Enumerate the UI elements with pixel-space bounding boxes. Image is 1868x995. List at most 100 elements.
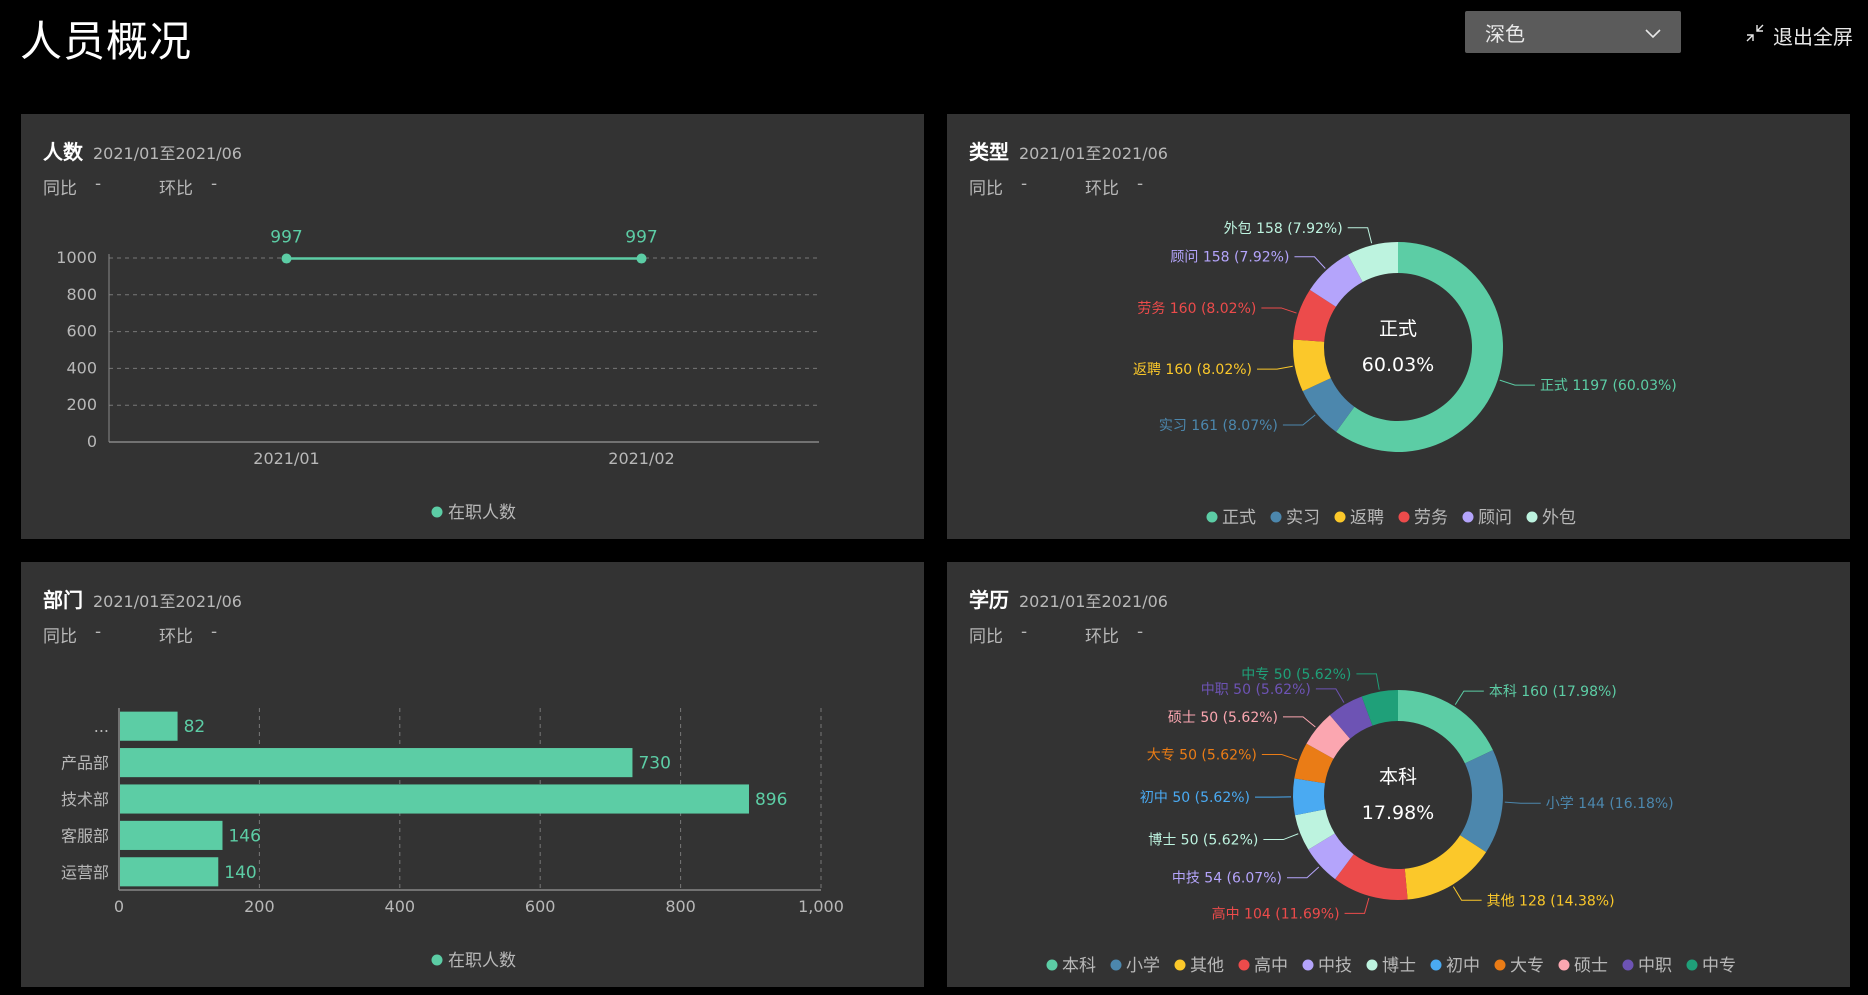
pie-slice[interactable] bbox=[1308, 833, 1354, 880]
donut-center-value: 60.03% bbox=[1362, 354, 1434, 376]
label-leader-line bbox=[1452, 886, 1482, 901]
legend-item[interactable]: 小学 bbox=[1110, 956, 1161, 976]
legend-item[interactable]: 高中 bbox=[1238, 956, 1289, 976]
pie-slice[interactable] bbox=[1294, 743, 1334, 784]
department-bar-chart: 0 200 400 600 800 1,000 140 运营部 146 客服部 896 技术部 730 产… bbox=[61, 708, 844, 971]
legend-dot bbox=[1302, 959, 1314, 971]
label-leader-line bbox=[1282, 414, 1316, 426]
label-leader-line bbox=[1261, 307, 1297, 314]
panel-title: 人数 bbox=[43, 140, 83, 164]
panel-date-range: 2021/01至2021/06 bbox=[1019, 592, 1168, 611]
department-panel: 部门 2021/01至2021/06 同比 - 环比 - 0 200 400 600 8… bbox=[21, 562, 924, 987]
bar[interactable] bbox=[120, 857, 219, 887]
legend-item[interactable]: 实习 bbox=[1270, 508, 1321, 528]
pie-slice[interactable] bbox=[1306, 715, 1350, 759]
slice-label: 本科 160 (17.98%) bbox=[1489, 684, 1617, 700]
panel-date-range: 2021/01至2021/06 bbox=[93, 144, 242, 163]
legend-item[interactable]: 返聘 bbox=[1334, 508, 1385, 528]
pie-slice[interactable] bbox=[1309, 254, 1363, 307]
bar-value-label: 896 bbox=[755, 790, 787, 810]
legend-label: 博士 bbox=[1382, 956, 1416, 976]
pie-slice[interactable] bbox=[1460, 750, 1503, 853]
legend-item[interactable]: 中技 bbox=[1302, 956, 1353, 976]
legend-dot bbox=[1366, 959, 1378, 971]
legend-label: 在职人数 bbox=[448, 503, 516, 523]
legend-dot bbox=[1174, 959, 1186, 971]
label-leader-line bbox=[1283, 716, 1316, 728]
theme-select[interactable]: 深色 bbox=[1465, 11, 1681, 53]
legend-item[interactable]: 劳务 bbox=[1398, 508, 1449, 528]
legend-label: 硕士 bbox=[1574, 956, 1608, 976]
legend-item[interactable]: 其他 bbox=[1174, 956, 1225, 976]
legend-label: 初中 bbox=[1446, 956, 1480, 976]
legend-dot bbox=[1238, 959, 1250, 971]
comparison-row: 同比 - 环比 - bbox=[969, 622, 1143, 647]
mom-label: 环比 bbox=[159, 179, 193, 199]
bar[interactable] bbox=[120, 748, 633, 778]
mom-label: 环比 bbox=[1085, 627, 1119, 647]
mom-value: - bbox=[1137, 174, 1144, 194]
data-point[interactable] bbox=[636, 253, 647, 264]
legend-item[interactable]: 博士 bbox=[1366, 956, 1417, 976]
exit-fullscreen-button[interactable]: 退出全屏 bbox=[1745, 20, 1853, 50]
bar[interactable] bbox=[120, 820, 223, 850]
pie-slice[interactable] bbox=[1336, 242, 1503, 452]
legend-item[interactable]: 顾问 bbox=[1462, 508, 1513, 528]
yoy-value: - bbox=[1021, 622, 1028, 642]
bar[interactable] bbox=[120, 711, 178, 741]
legend-dot bbox=[1558, 959, 1570, 971]
data-label: 997 bbox=[270, 228, 302, 248]
pie-slice[interactable] bbox=[1294, 809, 1335, 850]
pie-slice[interactable] bbox=[1302, 378, 1355, 432]
mom-label: 环比 bbox=[159, 627, 193, 647]
legend-item[interactable]: 正式 bbox=[1206, 508, 1257, 528]
y-tick-label: 客服部 bbox=[61, 826, 109, 845]
legend-item[interactable]: 大专 bbox=[1494, 956, 1545, 976]
panel-title: 部门 bbox=[43, 588, 83, 612]
pie-slice[interactable] bbox=[1293, 339, 1331, 392]
pie-slice[interactable] bbox=[1398, 690, 1493, 764]
data-label: 997 bbox=[625, 228, 657, 248]
legend-item[interactable]: 硕士 bbox=[1558, 956, 1609, 976]
legend-item[interactable]: 初中 bbox=[1430, 956, 1481, 976]
legend-item[interactable]: 本科 bbox=[1046, 956, 1097, 976]
pie-slice[interactable] bbox=[1347, 242, 1398, 282]
legend-label: 小学 bbox=[1126, 956, 1160, 976]
slice-label: 硕士 50 (5.62%) bbox=[1168, 710, 1278, 726]
legend-label: 中技 bbox=[1318, 956, 1352, 976]
legend-item[interactable]: 在职人数 bbox=[431, 503, 517, 523]
bar-value-label: 146 bbox=[228, 826, 260, 846]
legend-label: 劳务 bbox=[1414, 508, 1448, 528]
legend-item[interactable]: 外包 bbox=[1526, 508, 1577, 528]
yoy-value: - bbox=[1021, 174, 1028, 194]
yoy-value: - bbox=[95, 174, 102, 194]
pie-slice[interactable] bbox=[1361, 690, 1398, 726]
pie-slice[interactable] bbox=[1404, 835, 1487, 900]
legend-item[interactable]: 中专 bbox=[1686, 956, 1737, 976]
y-tick-label: ... bbox=[94, 717, 109, 736]
legend-label: 实习 bbox=[1286, 508, 1320, 528]
education-donut-chart: 本科 160 (17.98%) 小学 144 (16.18%) 其他 128 (14… bbox=[1046, 667, 1737, 976]
bar[interactable] bbox=[120, 784, 749, 814]
legend-item[interactable]: 在职人数 bbox=[431, 951, 517, 971]
legend-dot bbox=[1398, 511, 1410, 523]
pie-slice[interactable] bbox=[1335, 854, 1408, 900]
mom-value: - bbox=[1137, 622, 1144, 642]
data-point[interactable] bbox=[281, 253, 292, 264]
legend-label: 高中 bbox=[1254, 956, 1288, 976]
pie-slice[interactable] bbox=[1329, 696, 1373, 739]
pie-slice[interactable] bbox=[1293, 289, 1336, 342]
pie-slice[interactable] bbox=[1293, 778, 1326, 816]
legend-dot bbox=[1334, 511, 1346, 523]
legend-dot bbox=[1494, 959, 1506, 971]
panel-title: 类型 bbox=[969, 140, 1009, 164]
headcount-panel: 人数 2021/01至2021/06 同比 - 环比 - 0 200 400 600 8… bbox=[21, 114, 924, 539]
legend-dot bbox=[1622, 959, 1634, 971]
legend-label: 大专 bbox=[1510, 956, 1544, 976]
legend-label: 返聘 bbox=[1350, 508, 1384, 528]
legend-item[interactable]: 中职 bbox=[1622, 956, 1673, 976]
legend-dot bbox=[1686, 959, 1698, 971]
label-leader-line bbox=[1257, 365, 1293, 370]
legend-label: 在职人数 bbox=[448, 951, 516, 971]
exit-fullscreen-label: 退出全屏 bbox=[1773, 24, 1853, 49]
